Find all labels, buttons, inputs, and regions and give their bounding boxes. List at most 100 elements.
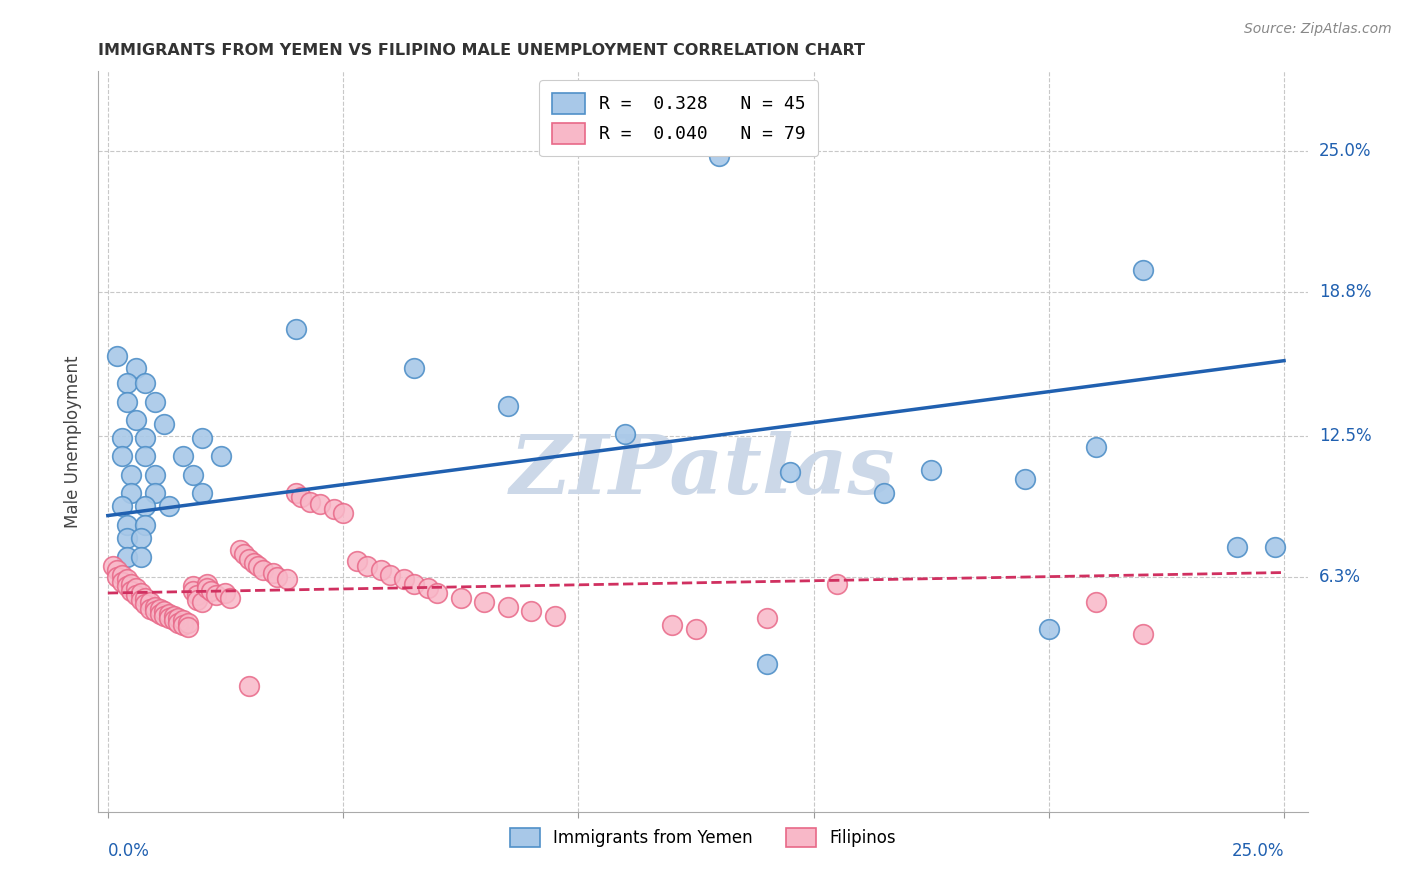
- Point: [332, 506, 354, 520]
- Point: [177, 620, 200, 634]
- Point: [228, 542, 250, 557]
- Point: [242, 557, 264, 571]
- Point: [614, 426, 637, 441]
- Point: [214, 586, 236, 600]
- Point: [105, 570, 128, 584]
- Point: [195, 582, 218, 596]
- Point: [544, 608, 567, 623]
- Point: [394, 573, 416, 587]
- Point: [172, 613, 194, 627]
- Point: [1084, 595, 1107, 609]
- Point: [167, 611, 190, 625]
- Point: [134, 517, 156, 532]
- Text: IMMIGRANTS FROM YEMEN VS FILIPINO MALE UNEMPLOYMENT CORRELATION CHART: IMMIGRANTS FROM YEMEN VS FILIPINO MALE U…: [98, 43, 866, 58]
- Point: [111, 500, 134, 514]
- Point: [322, 501, 344, 516]
- Point: [134, 598, 156, 612]
- Text: 25.0%: 25.0%: [1319, 142, 1371, 160]
- Point: [238, 680, 260, 694]
- Point: [661, 618, 683, 632]
- Point: [1226, 541, 1249, 555]
- Point: [238, 552, 260, 566]
- Point: [153, 604, 176, 618]
- Point: [134, 431, 156, 445]
- Point: [115, 579, 138, 593]
- Point: [1132, 262, 1154, 277]
- Point: [172, 618, 194, 632]
- Text: 0.0%: 0.0%: [108, 842, 149, 860]
- Point: [157, 607, 180, 621]
- Point: [125, 582, 148, 596]
- Point: [779, 465, 801, 479]
- Point: [186, 592, 208, 607]
- Point: [167, 615, 190, 630]
- Point: [920, 463, 942, 477]
- Point: [402, 577, 425, 591]
- Point: [153, 417, 176, 432]
- Point: [181, 583, 204, 598]
- Point: [356, 558, 378, 573]
- Point: [111, 574, 134, 589]
- Point: [195, 577, 218, 591]
- Point: [153, 608, 176, 623]
- Point: [120, 577, 142, 591]
- Point: [105, 349, 128, 363]
- Point: [755, 611, 778, 625]
- Point: [111, 567, 134, 582]
- Point: [370, 563, 392, 577]
- Point: [111, 431, 134, 445]
- Point: [262, 566, 284, 580]
- Point: [186, 588, 208, 602]
- Point: [139, 602, 162, 616]
- Point: [416, 582, 439, 596]
- Point: [685, 623, 707, 637]
- Point: [1084, 440, 1107, 454]
- Point: [134, 376, 156, 391]
- Point: [163, 613, 186, 627]
- Point: [290, 491, 312, 505]
- Point: [219, 591, 242, 605]
- Point: [308, 497, 330, 511]
- Point: [346, 554, 368, 568]
- Point: [181, 467, 204, 482]
- Point: [200, 583, 222, 598]
- Text: 6.3%: 6.3%: [1319, 568, 1361, 586]
- Point: [125, 588, 148, 602]
- Text: ZIPatlas: ZIPatlas: [510, 431, 896, 511]
- Point: [143, 485, 166, 500]
- Point: [755, 657, 778, 671]
- Point: [129, 586, 152, 600]
- Point: [299, 495, 322, 509]
- Point: [172, 450, 194, 464]
- Point: [115, 517, 138, 532]
- Point: [1014, 472, 1036, 486]
- Point: [191, 431, 214, 445]
- Point: [426, 586, 449, 600]
- Point: [120, 467, 142, 482]
- Point: [520, 604, 543, 618]
- Point: [143, 467, 166, 482]
- Point: [115, 549, 138, 564]
- Text: Source: ZipAtlas.com: Source: ZipAtlas.com: [1244, 22, 1392, 37]
- Point: [143, 604, 166, 618]
- Point: [825, 577, 848, 591]
- Point: [120, 583, 142, 598]
- Point: [129, 549, 152, 564]
- Point: [134, 500, 156, 514]
- Legend: Immigrants from Yemen, Filipinos: Immigrants from Yemen, Filipinos: [502, 819, 904, 855]
- Point: [115, 532, 138, 546]
- Point: [149, 602, 172, 616]
- Point: [157, 500, 180, 514]
- Point: [120, 485, 142, 500]
- Point: [163, 608, 186, 623]
- Point: [285, 322, 308, 336]
- Point: [134, 591, 156, 605]
- Point: [496, 399, 519, 413]
- Point: [191, 485, 214, 500]
- Point: [143, 394, 166, 409]
- Point: [233, 547, 256, 561]
- Point: [1264, 541, 1286, 555]
- Point: [247, 558, 270, 573]
- Point: [143, 599, 166, 614]
- Point: [115, 394, 138, 409]
